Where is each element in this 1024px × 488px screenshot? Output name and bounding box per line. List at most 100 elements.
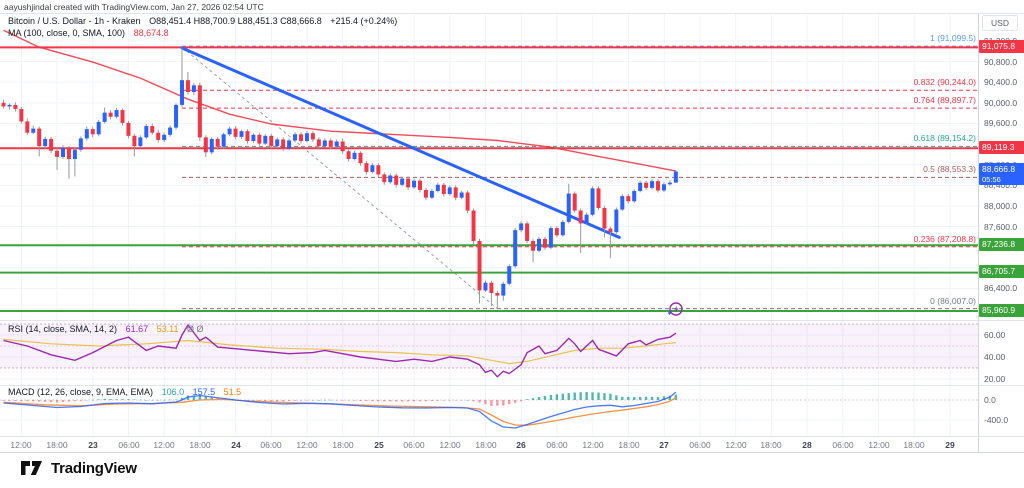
candle [203, 137, 208, 153]
candle [644, 182, 649, 188]
macd-histogram-bar [353, 400, 356, 401]
price-axis-label: 90,400.0 [984, 77, 1018, 87]
macd-histogram-bar [264, 400, 267, 402]
candle [584, 214, 589, 224]
candle [7, 104, 12, 107]
fib-level-label: 0 (86,007.0) [930, 296, 976, 306]
time-tick: 06:00 [832, 440, 854, 450]
candle [180, 80, 184, 105]
candle [429, 190, 434, 198]
macd-histogram-bar [579, 392, 582, 400]
macd-histogram-bar [299, 400, 303, 401]
symbol-legend[interactable]: Bitcoin / U.S. Dollar - 1h - Kraken O88,… [8, 16, 397, 26]
macd-histogram-bar [400, 400, 404, 402]
macd-histogram-bar [496, 400, 499, 406]
candle [376, 165, 381, 175]
tradingview-logo[interactable]: TradingView [20, 458, 137, 478]
macd-histogram-bar [484, 400, 487, 405]
macd-histogram-bar [567, 393, 570, 400]
macd-pane-separator[interactable] [0, 385, 1024, 386]
macd-histogram-bar [472, 400, 475, 402]
macd-histogram-bar [448, 400, 451, 401]
fib-level-label: 0.764 (89,897.7) [913, 95, 976, 105]
macd-histogram-bar [466, 400, 469, 401]
candle [19, 109, 24, 122]
rsi-legend[interactable]: RSI (14, close, SMA, 14, 2) 61.67 53.11 … [8, 324, 204, 334]
macd-histogram-bar [133, 399, 136, 400]
macd-histogram-bar [2, 400, 5, 401]
price-badge: 86,705.7 [979, 265, 1024, 278]
candle [13, 104, 18, 110]
candle [162, 134, 167, 140]
time-tick: 18:00 [189, 440, 211, 450]
ma-legend[interactable]: MA (100, close, 0, SMA, 100) 88,674.8 [8, 28, 169, 38]
candle [233, 128, 238, 137]
candle [78, 138, 83, 150]
macd-histogram-bar [573, 392, 576, 400]
candle [495, 293, 500, 296]
currency-label[interactable]: USD [982, 15, 1018, 31]
price-badge: 87,236.8 [979, 238, 1024, 251]
time-tick: 12:00 [439, 440, 461, 450]
macd-histogram-bar [246, 400, 249, 401]
macd-histogram-bar [478, 400, 481, 403]
macd-histogram-bar [192, 395, 196, 400]
candle [548, 228, 553, 248]
rsi-value: 61.67 [125, 324, 149, 334]
candle [275, 139, 280, 147]
macd-histogram-bar [418, 400, 422, 402]
candle [334, 141, 339, 147]
macd-label: MACD (12, 26, close, 9, EMA, EMA) [8, 387, 154, 397]
lightning-marker-icon[interactable] [666, 301, 684, 319]
candle [37, 128, 42, 147]
fib-diagonal-line[interactable] [181, 46, 498, 310]
macd-histogram-bar [121, 399, 124, 400]
macd-legend[interactable]: MACD (12, 26, close, 9, EMA, EMA) 106.0 … [8, 387, 241, 397]
price-axis-label: 88,000.0 [984, 201, 1018, 211]
macd-histogram-bar [377, 400, 380, 402]
macd-histogram-bar [585, 392, 588, 400]
tradingview-logo-icon [21, 461, 42, 475]
candle [406, 178, 411, 188]
candle [358, 152, 363, 164]
macd-histogram-bar [395, 400, 398, 402]
macd-histogram-bar [656, 397, 660, 400]
macd-histogram-bar [305, 400, 309, 401]
candle [400, 178, 405, 185]
candle [656, 181, 660, 191]
candle [191, 85, 196, 93]
support-resistance-lines[interactable] [0, 46, 978, 313]
candle [328, 140, 333, 147]
macd-line-value: 157.5 [192, 387, 216, 397]
rsi-pane-separator[interactable] [0, 320, 1024, 321]
macd-histogram-bar [8, 400, 11, 401]
candle [590, 188, 595, 215]
candle [96, 121, 101, 135]
candle [447, 187, 452, 195]
macd-histogram-bar [430, 400, 434, 401]
time-tick: 27 [659, 440, 669, 450]
candle [66, 147, 71, 160]
candle [251, 134, 256, 141]
price-axis-label: 90,800.0 [984, 57, 1018, 67]
candle [388, 175, 393, 183]
rsi-extra: Ø Ø [186, 324, 204, 334]
candles [1, 80, 678, 296]
descending-trendline[interactable] [180, 46, 621, 239]
macd-histogram-bar [20, 400, 23, 402]
candle [471, 210, 476, 241]
candle [25, 121, 30, 133]
price-badge: 88,666.8 05:56 [979, 163, 1024, 185]
candle [435, 184, 440, 191]
candle [144, 126, 149, 138]
macd-histogram-bar [127, 399, 130, 400]
candle [572, 193, 577, 211]
macd-histogram-bar [115, 399, 118, 400]
candle [596, 188, 601, 208]
candle [209, 138, 214, 153]
candle [132, 135, 137, 147]
macd-histogram-bar [638, 396, 642, 400]
macd-histogram-bar [424, 400, 428, 402]
macd-histogram-bar [61, 400, 65, 402]
